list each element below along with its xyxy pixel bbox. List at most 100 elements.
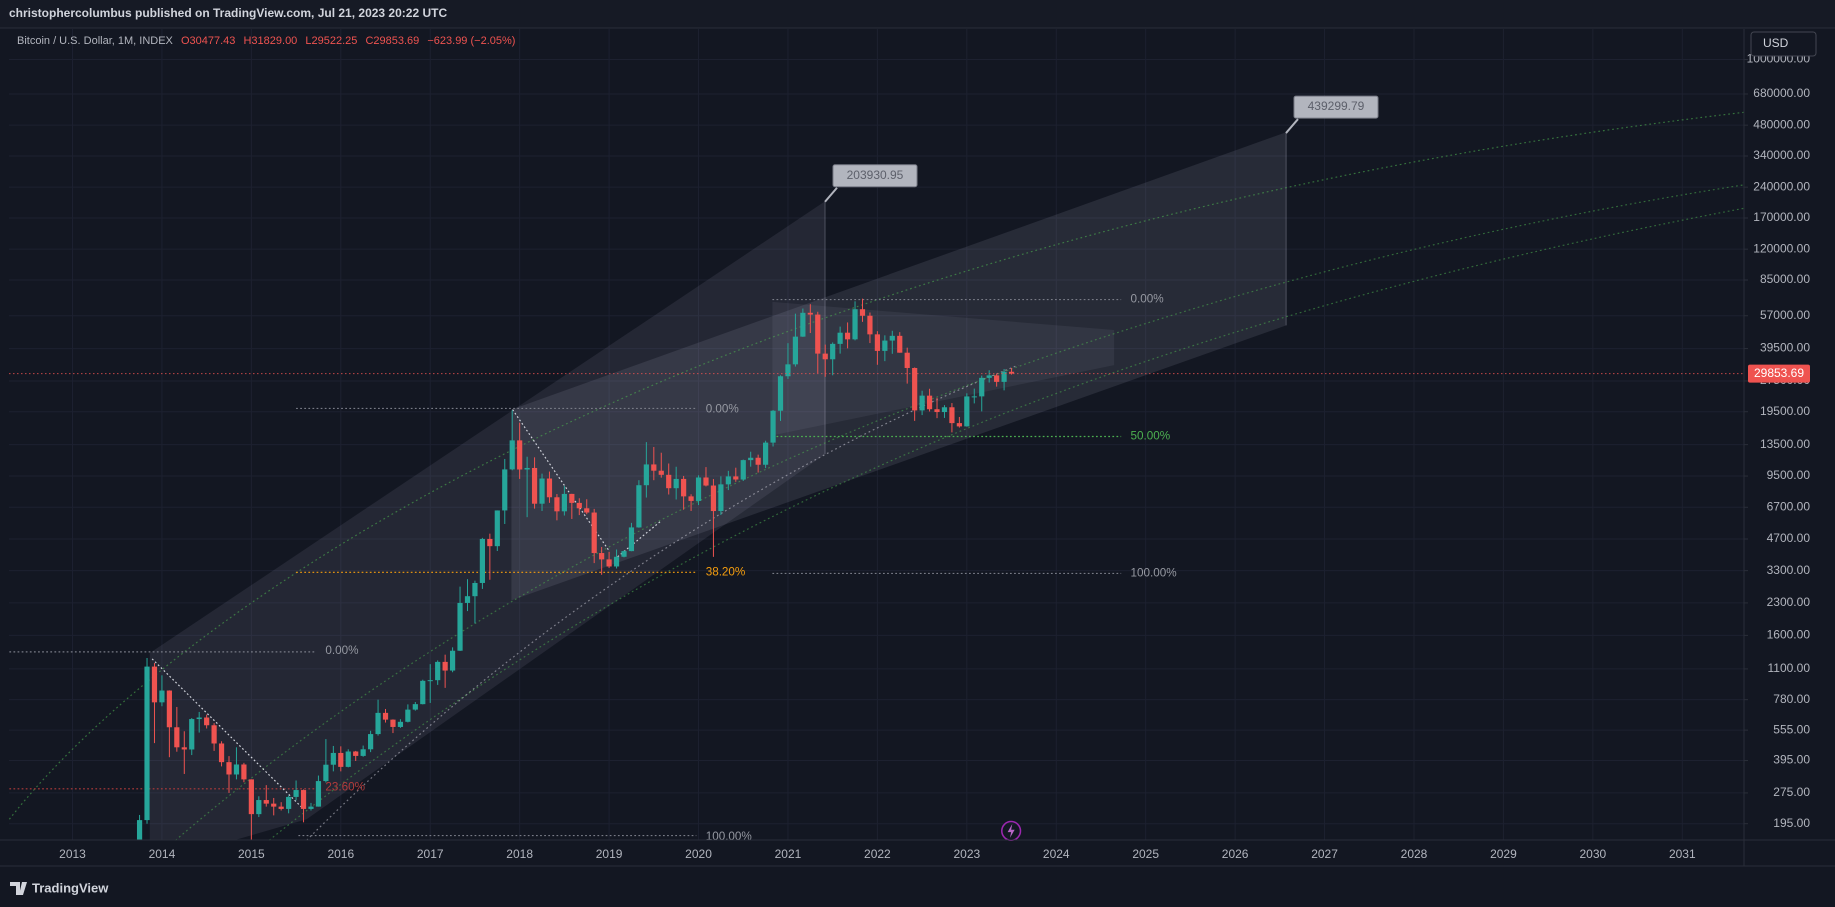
candle-body <box>740 460 746 480</box>
candle-body <box>949 407 955 424</box>
curve <box>8 111 1744 820</box>
candle-body <box>360 749 366 756</box>
candle-body <box>330 752 336 765</box>
candle-body <box>420 680 426 705</box>
x-tick-label: 2023 <box>953 847 980 861</box>
y-tick-label: 555.00 <box>1773 722 1810 736</box>
x-tick-label: 2021 <box>775 847 802 861</box>
top-bar <box>0 0 1835 28</box>
candle-body <box>405 709 411 722</box>
y-tick-label: 780.00 <box>1773 692 1810 706</box>
candle-body <box>569 493 575 503</box>
candle-body <box>859 309 866 316</box>
x-tick-label: 2020 <box>685 847 712 861</box>
candle-body <box>278 806 284 809</box>
candle-body <box>800 312 806 337</box>
candle-body <box>449 650 456 671</box>
fib-label: 100.00% <box>706 830 752 843</box>
x-tick-label: 2019 <box>596 847 623 861</box>
candle-body <box>531 467 538 504</box>
ohlc-value: 29522.25 <box>312 35 358 47</box>
brand[interactable]: TradingView <box>32 880 109 895</box>
candle-body <box>345 751 351 767</box>
candle-body <box>218 743 225 763</box>
fib-label: 38.20% <box>706 565 746 578</box>
y-tick-label: 19500.00 <box>1760 404 1810 418</box>
symbol: Bitcoin / U.S. Dollar, 1M, INDEX <box>17 35 174 47</box>
candle-body <box>613 556 620 567</box>
brand-logo <box>10 882 27 895</box>
candle-body <box>435 661 441 681</box>
footer-bar <box>0 866 1835 907</box>
candle-body <box>964 396 970 427</box>
y-tick-label: 680000.00 <box>1753 86 1810 100</box>
x-tick-label: 2014 <box>149 847 176 861</box>
candle-body <box>867 315 873 335</box>
callout-box <box>832 164 918 188</box>
x-tick-label: 2016 <box>327 847 354 861</box>
candle-body <box>770 410 776 443</box>
x-tick-label: 2017 <box>417 847 444 861</box>
candles <box>136 298 1015 840</box>
x-tick-label: 2030 <box>1580 847 1607 861</box>
x-tick-label: 2027 <box>1311 847 1338 861</box>
candle-body <box>882 340 888 351</box>
candle-body <box>181 747 187 750</box>
fib-label: 0.00% <box>325 644 358 657</box>
candle-body <box>941 407 948 413</box>
candle-body <box>189 719 195 750</box>
candle-body <box>382 712 389 720</box>
candle-body <box>1008 371 1015 374</box>
candle-body <box>315 781 322 807</box>
candle-body <box>509 440 515 470</box>
candle-body <box>956 423 962 427</box>
event-icon-bolt <box>1007 823 1015 838</box>
candle-body <box>852 309 858 340</box>
candle-body <box>412 704 418 710</box>
candle-body <box>159 690 165 703</box>
candle-body <box>658 470 664 475</box>
candle-body <box>353 751 359 756</box>
candle-body <box>777 376 784 411</box>
candle-body <box>628 527 635 552</box>
price-tag <box>1748 364 1810 383</box>
candle-body <box>897 335 903 353</box>
y-tick-label: 85000.00 <box>1760 272 1810 286</box>
y-tick-label: 6700.00 <box>1767 499 1811 513</box>
candle-body <box>710 485 717 512</box>
candle-body <box>748 457 754 461</box>
candle-body <box>464 596 471 603</box>
candle-body <box>561 493 567 512</box>
candle-body <box>695 477 702 501</box>
candle-body <box>874 334 880 351</box>
overlay: 195.00 275.00 395.00 555.00 780.00 1100.00 160… <box>9 52 1811 861</box>
channel <box>772 301 1115 436</box>
x-tick-label: 2015 <box>238 847 265 861</box>
y-tick-label: 4700.00 <box>1767 531 1811 545</box>
candle-body <box>733 476 739 480</box>
currency[interactable]: USD <box>1763 36 1789 50</box>
ohlc-letter: L <box>305 35 311 47</box>
candle-body <box>554 497 560 512</box>
candle-body <box>368 734 374 750</box>
y-tick-label: 195.00 <box>1773 816 1810 830</box>
candle-body <box>994 375 1000 382</box>
candle-body <box>703 477 709 486</box>
candle-body <box>241 764 247 780</box>
candle-body <box>889 335 895 341</box>
callout-box <box>1293 95 1379 119</box>
currency-button[interactable] <box>1750 31 1817 57</box>
y-tick-label: 240000.00 <box>1753 179 1810 193</box>
y-tick-label: 3300.00 <box>1767 563 1811 577</box>
y-tick-label: 340000.00 <box>1753 148 1810 162</box>
candle-body <box>844 332 851 340</box>
grid <box>9 29 1744 840</box>
candle-body <box>785 364 791 377</box>
candle-body <box>211 725 217 744</box>
curve <box>175 184 1744 841</box>
ohlc-letter: C <box>365 35 373 47</box>
change: −623.99 (−2.05%) <box>427 35 515 47</box>
